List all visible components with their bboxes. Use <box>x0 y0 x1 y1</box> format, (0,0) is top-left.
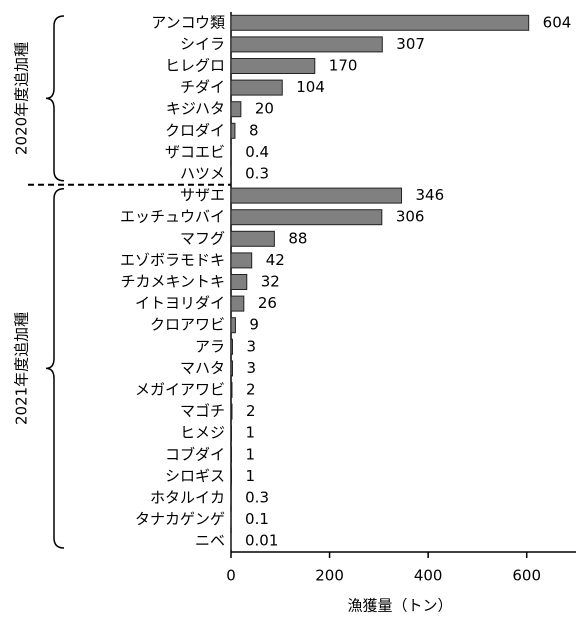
bar <box>230 382 233 398</box>
bar <box>230 360 233 377</box>
x-tick-label: 600 <box>512 567 541 585</box>
bar <box>230 317 236 334</box>
value-label: 20 <box>255 100 274 118</box>
y-tick-label: サザエ <box>180 186 225 204</box>
value-label: 8 <box>249 121 259 139</box>
value-label: 1 <box>245 424 255 442</box>
value-label: 42 <box>266 251 285 269</box>
value-label: 88 <box>288 229 307 247</box>
x-tick-label: 400 <box>414 567 443 585</box>
value-label: 104 <box>296 78 325 96</box>
y-tick-label: メガイアワビ <box>135 381 225 399</box>
bar <box>230 79 283 96</box>
y-tick-label: シロギス <box>165 467 225 485</box>
bar <box>230 187 403 204</box>
value-label: 2 <box>246 402 256 420</box>
y-tick-label: マフグ <box>180 229 225 247</box>
value-label: 0.3 <box>245 165 269 183</box>
y-tick-label: ヒメジ <box>180 424 225 442</box>
y-tick-label: マハタ <box>180 359 225 377</box>
y-tick-label: チカメキントキ <box>120 273 225 291</box>
bar <box>230 122 236 139</box>
bar <box>230 274 248 290</box>
group-label: 2020年度追加種 <box>13 42 31 155</box>
x-axis-label: 漁獲量（トン） <box>347 597 452 615</box>
value-label: 604 <box>543 13 572 31</box>
x-tick-label: 200 <box>315 567 344 585</box>
group-label: 2021年度追加種 <box>13 312 31 425</box>
y-tick-label: ホタルイカ <box>150 489 225 507</box>
value-label: 26 <box>258 294 277 312</box>
value-label: 0.4 <box>245 143 269 161</box>
y-tick-label: ザコエビ <box>165 143 225 161</box>
y-tick-label: チダイ <box>180 78 225 96</box>
value-label: 0.01 <box>245 532 278 550</box>
value-label: 0.1 <box>245 510 269 528</box>
y-tick-label: ヒレグロ <box>165 57 225 75</box>
value-label: 306 <box>396 208 425 226</box>
y-tick-label: シイラ <box>180 35 225 53</box>
bar <box>230 252 253 269</box>
y-tick-label: ニベ <box>195 532 225 550</box>
value-label: 1 <box>245 445 255 463</box>
value-label: 1 <box>245 467 255 485</box>
value-label: 307 <box>396 35 425 53</box>
y-tick-label: イトヨリダイ <box>135 294 225 312</box>
bar <box>230 403 233 420</box>
bar <box>230 230 275 247</box>
y-tick-label: ハツメ <box>180 165 225 183</box>
value-label: 346 <box>416 186 445 204</box>
value-label: 2 <box>246 381 256 399</box>
value-label: 3 <box>246 337 256 355</box>
bar <box>230 36 383 53</box>
value-label: 9 <box>249 316 259 334</box>
bar <box>230 101 242 118</box>
y-tick-label: キジハタ <box>166 100 225 118</box>
value-label: 32 <box>261 273 280 291</box>
y-tick-label: クロアワビ <box>150 316 225 334</box>
value-label: 170 <box>329 57 358 75</box>
value-label: 3 <box>246 359 256 377</box>
y-tick-label: マゴチ <box>180 402 225 420</box>
value-label: 0.3 <box>245 489 269 507</box>
bar <box>230 14 530 31</box>
bar <box>230 209 383 226</box>
group-bracket <box>45 15 65 182</box>
y-tick-label: クロダイ <box>165 121 225 139</box>
bar <box>230 58 316 74</box>
y-tick-label: エゾボラモドキ <box>120 251 225 269</box>
y-tick-label: エッチュウバイ <box>120 208 225 226</box>
group-bracket <box>45 188 65 549</box>
y-tick-label: タナカゲンゲ <box>135 510 225 528</box>
y-tick-label: アンコウ類 <box>151 13 225 31</box>
y-tick-label: アラ <box>195 337 225 355</box>
y-tick-label: コブダイ <box>165 445 225 463</box>
x-tick-label: 0 <box>226 567 236 585</box>
bar <box>230 295 245 312</box>
bar <box>230 338 233 355</box>
